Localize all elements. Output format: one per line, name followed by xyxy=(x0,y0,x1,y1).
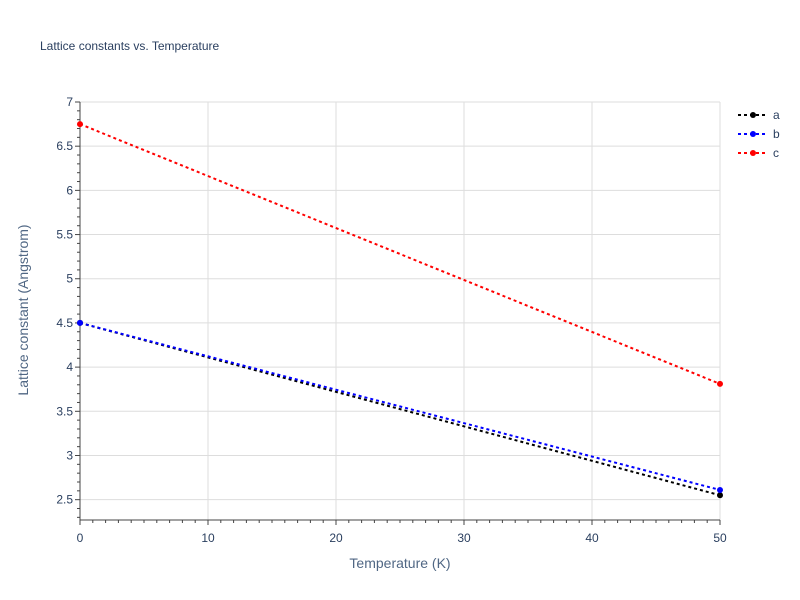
x-tick-label: 30 xyxy=(457,531,471,545)
legend-label-a: a xyxy=(773,108,780,122)
legend-item-c[interactable]: c xyxy=(738,146,779,160)
legend-label-c: c xyxy=(773,146,779,160)
x-axis-title: Temperature (K) xyxy=(349,555,450,571)
data-point-c xyxy=(717,380,723,387)
chart-title: Lattice constants vs. Temperature xyxy=(40,39,220,53)
y-tick-label: 6.5 xyxy=(56,139,73,153)
y-tick-label: 7 xyxy=(66,95,73,109)
x-tick-label: 20 xyxy=(329,531,343,545)
y-tick-label: 3.5 xyxy=(56,404,73,418)
y-axis-title: Lattice constant (Angstrom) xyxy=(15,224,31,395)
y-tick-label: 2.5 xyxy=(56,493,73,507)
legend[interactable]: abc xyxy=(738,108,780,160)
legend-marker-a xyxy=(750,112,756,118)
grid-layer xyxy=(80,101,721,520)
y-tick-label: 4.5 xyxy=(56,316,73,330)
data-point-a xyxy=(717,492,723,499)
series-line-c xyxy=(79,123,721,385)
series-line-a xyxy=(79,321,721,497)
legend-item-b[interactable]: b xyxy=(738,127,780,141)
x-tick-label: 10 xyxy=(201,531,215,545)
x-tick-label: 40 xyxy=(585,531,599,545)
axis-layer: 0 10 20 30 40 50 2.5 3 3.5 4 4.5 5 5.5 6 6.5 7 xyxy=(56,95,727,545)
x-tick-label: 50 xyxy=(713,531,727,545)
data-point-b xyxy=(717,486,723,493)
data-point-c xyxy=(77,121,83,128)
y-tick-label: 3 xyxy=(66,448,73,462)
legend-marker-c xyxy=(750,150,756,156)
legend-label-b: b xyxy=(773,127,780,141)
y-tick-label: 5 xyxy=(66,272,73,286)
legend-marker-b xyxy=(750,131,756,137)
series-layer xyxy=(77,121,723,499)
series-line-b xyxy=(79,321,721,491)
y-tick-label: 5.5 xyxy=(56,228,73,242)
data-point-b xyxy=(77,319,83,326)
legend-item-a[interactable]: a xyxy=(738,108,780,122)
y-tick-label: 4 xyxy=(66,360,73,374)
x-tick-label: 0 xyxy=(77,531,84,545)
y-tick-label: 6 xyxy=(66,183,73,197)
